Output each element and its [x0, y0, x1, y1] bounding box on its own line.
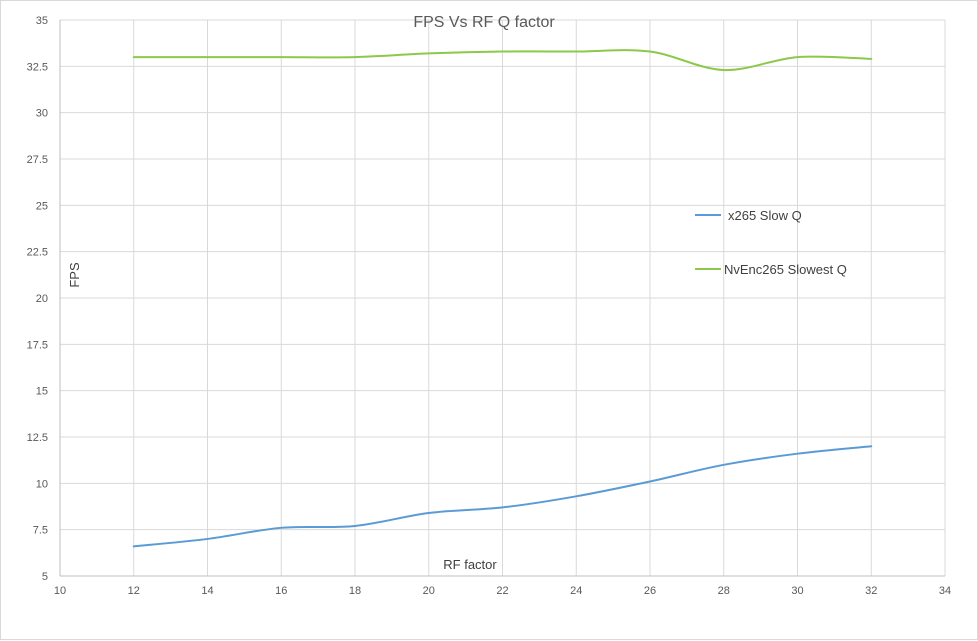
- grid: [59, 19, 946, 577]
- y-tick-label: 27.5: [27, 154, 48, 166]
- legend-item-x265: x265 Slow Q: [695, 208, 802, 223]
- series-lines: [132, 49, 873, 548]
- x-tick-label: 28: [718, 585, 730, 597]
- x-tick-label: 32: [865, 585, 877, 597]
- legend-label-nvenc: NvEnc265 Slowest Q: [724, 262, 847, 277]
- series-line-x265: [132, 445, 873, 548]
- y-tick-label: 10: [36, 478, 48, 490]
- y-tick-label: 35: [36, 15, 48, 27]
- y-tick-label: 12.5: [27, 432, 48, 444]
- x-tick-label: 34: [939, 585, 951, 597]
- x-axis-title: RF factor: [443, 557, 497, 572]
- x-tick-label: 22: [496, 585, 508, 597]
- x-tick-label: 26: [644, 585, 656, 597]
- x-tick-label: 20: [423, 585, 435, 597]
- tick-labels: 5 7.5 10 12.5 15 17.5 20 22.5 25 27.5 30 32.5 35 10 12…: [27, 15, 952, 597]
- axes: [59, 20, 945, 577]
- y-tick-label: 22.5: [27, 247, 48, 259]
- x-tick-label: 18: [349, 585, 361, 597]
- y-tick-label: 7.5: [33, 525, 48, 537]
- y-tick-label: 25: [36, 200, 48, 212]
- y-tick-label: 30: [36, 108, 48, 120]
- x-tick-label: 16: [275, 585, 287, 597]
- x-tick-label: 14: [201, 585, 213, 597]
- chart-title: FPS Vs RF Q factor: [413, 14, 555, 31]
- x-tick-label: 30: [791, 585, 803, 597]
- x-tick-label: 10: [54, 585, 66, 597]
- legend-label-x265: x265 Slow Q: [728, 208, 802, 223]
- legend: x265 Slow Q NvEnc265 Slowest Q: [695, 208, 847, 277]
- series-line-nvenc: [132, 49, 873, 72]
- y-axis-title: FPS: [67, 262, 82, 288]
- y-tick-label: 5: [42, 571, 48, 583]
- y-tick-label: 17.5: [27, 339, 48, 351]
- x-tick-label: 12: [128, 585, 140, 597]
- y-tick-label: 15: [36, 386, 48, 398]
- y-tick-label: 32.5: [27, 61, 48, 73]
- x-tick-label: 24: [570, 585, 582, 597]
- y-tick-label: 20: [36, 293, 48, 305]
- legend-item-nvenc: NvEnc265 Slowest Q: [695, 262, 847, 277]
